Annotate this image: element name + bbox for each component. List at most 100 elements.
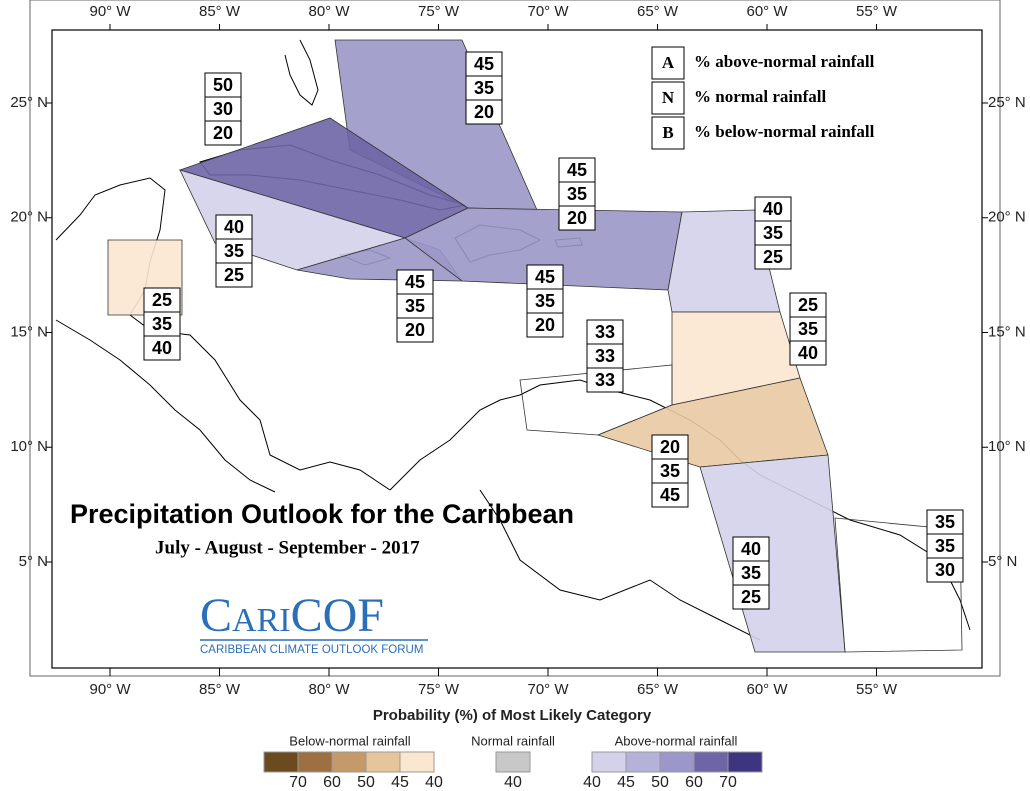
region-value: 25 [763,247,783,267]
region-value: 45 [405,272,425,292]
legend-normal-label: Normal rainfall [471,733,555,748]
lat-label-left: 5° N [19,553,48,570]
label-cell [926,533,964,559]
legend-swatch [693,751,729,773]
subtitle: July - August - September - 2017 [155,537,420,558]
lon-label-bottom: 80° W [308,681,350,698]
region-value: 40 [224,217,244,237]
label-cell [586,367,624,393]
lat-label-left: 25° N [10,94,48,111]
lon-label-bottom: 55° W [856,681,898,698]
label-cell [215,262,253,288]
legend-above-label: Above-normal rainfall [615,733,738,748]
lat-label-right: 20° N [988,209,1026,226]
region-value: 35 [741,563,761,583]
legend-tick-label: 70 [719,774,737,791]
legend-tick-label: 70 [289,774,307,791]
lon-label-bottom: 85° W [199,681,241,698]
outlook-region [519,364,673,436]
label-cell [558,205,596,231]
region-value: 45 [660,485,680,505]
lon-label-top: 65° W [637,3,679,20]
lon-label-top: 80° W [308,3,350,20]
key-letter: A [662,53,675,72]
label-cell [396,293,434,319]
legend-tick-label: 50 [651,774,669,791]
outlook-regions [107,39,963,653]
lon-label-top: 55° W [856,3,898,20]
title: Precipitation Outlook for the Caribbean [70,499,574,529]
legend-tick-label: 40 [504,774,522,791]
legend-swatch [365,751,401,773]
label-cell [143,311,181,337]
region-value: 25 [741,587,761,607]
region-value: 20 [213,123,233,143]
legend-swatch [727,751,763,773]
region-value: 35 [405,296,425,316]
outlook-region [834,517,963,653]
region-value: 35 [224,241,244,261]
label-cell [586,319,624,345]
legend-tick-label: 45 [617,774,635,791]
legend-title: Probability (%) of Most Likely Category [373,707,652,724]
legend-tick-label: 40 [583,774,601,791]
legend-swatch [659,751,695,773]
label-cell [732,536,770,562]
key-letter: B [662,123,673,142]
florida-coast [284,39,319,106]
region-value: 30 [935,560,955,580]
legend-swatch [263,751,299,773]
region-value: 45 [567,160,587,180]
region-value: 35 [763,223,783,243]
region-value: 50 [213,75,233,95]
lon-label-top: 70° W [527,3,569,20]
region-value: 35 [935,512,955,532]
region-value: 35 [660,461,680,481]
region-value: 45 [474,54,494,74]
region-value: 33 [595,322,615,342]
category-key: A % above-normal rainfall N % normal rainfa… [651,46,875,150]
region-value: 35 [567,184,587,204]
label-cell [526,288,564,314]
legend-swatch [625,751,661,773]
region-value: 35 [152,314,172,334]
lat-label-right: 10° N [988,438,1026,455]
key-letter-box [651,46,685,80]
lon-label-bottom: 70° W [527,681,569,698]
legend-tick-label: 50 [357,774,375,791]
label-cell [732,584,770,610]
region-value: 25 [798,295,818,315]
pacific-coast [55,319,276,493]
label-cell [396,269,434,295]
region-value: 25 [152,290,172,310]
key-letter: N [662,88,675,107]
region-value: 35 [935,536,955,556]
region-value: 20 [474,102,494,122]
region-value: 20 [660,437,680,457]
label-cell [754,196,792,222]
region-value: 40 [152,338,172,358]
label-cell [926,509,964,535]
legend-tick-label: 40 [425,774,443,791]
region-value: 35 [474,78,494,98]
region-value: 33 [595,346,615,366]
region-value: 30 [213,99,233,119]
legend-swatch [495,751,531,773]
lat-label-left: 20° N [10,209,48,226]
legend-below-label: Below-normal rainfall [289,733,410,748]
label-cell [651,434,689,460]
label-cell [204,72,242,98]
region-value: 40 [763,199,783,219]
label-cell [396,317,434,343]
region-value: 25 [224,265,244,285]
label-cell [465,51,503,77]
lat-label-right: 15° N [988,323,1026,340]
key-text: % above-normal rainfall [694,52,875,71]
logo-name: CariCOF [200,589,384,642]
region-labels: 45 35 20 50 30 20 40 35 25 45 35 20 45 35 20 45 35 20 40 35… [143,51,964,610]
region-value: 20 [567,208,587,228]
key-letter-box [651,116,685,150]
outer-frame [29,0,1001,677]
region-value: 40 [741,539,761,559]
region-value: 33 [595,370,615,390]
